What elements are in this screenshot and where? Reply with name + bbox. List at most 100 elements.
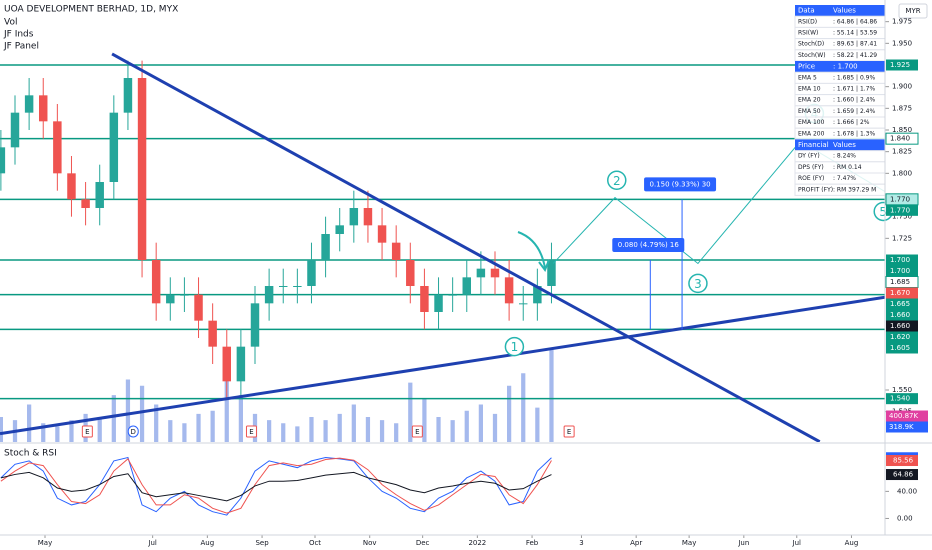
panel-cell: : 1.678 | 1.3% xyxy=(833,130,875,137)
candle-body xyxy=(476,268,486,278)
panel-cell: : 58.22 | 41.29 xyxy=(833,52,877,59)
trend-line xyxy=(0,295,885,436)
candle-body xyxy=(391,242,401,260)
volume-tag-label: 318.9K xyxy=(889,423,914,431)
event-marker xyxy=(81,425,93,438)
panel-cell: : 89.63 | 87.41 xyxy=(833,41,877,48)
y-tick-label: 1.825 xyxy=(892,148,912,156)
wave-label: 3 xyxy=(694,277,702,291)
wave-circle xyxy=(688,273,708,294)
y-tick-label: 1.975 xyxy=(892,18,912,26)
volume-tag-label: 400.87K xyxy=(889,412,918,420)
panel-cell: EMA 5 xyxy=(798,74,817,81)
volume-bar xyxy=(139,385,145,442)
panel-cell: EMA 100 xyxy=(798,119,825,126)
x-tick-label: Jul xyxy=(792,539,802,547)
volume-bar xyxy=(521,373,526,442)
x-tick-label: Jul xyxy=(147,539,157,547)
candle-body xyxy=(321,234,330,260)
price-tag xyxy=(886,393,918,405)
volume-bar xyxy=(41,423,46,442)
candle-body xyxy=(519,303,528,305)
candle-body xyxy=(490,268,500,278)
event-label: E xyxy=(85,428,89,436)
volume-bar xyxy=(492,413,498,442)
candle-body xyxy=(208,320,217,347)
candle-body xyxy=(504,277,514,304)
volume-bar xyxy=(478,404,483,442)
event-label: E xyxy=(249,428,253,436)
panel-cell: : 7.47% xyxy=(833,175,856,182)
panel-header-cell: : 1.700 xyxy=(833,63,858,71)
candle-body xyxy=(307,260,316,286)
x-tick-label: Apr xyxy=(630,539,642,547)
panel-cell: ROE (FY) xyxy=(798,175,824,182)
panel-header-cell: Values xyxy=(833,141,856,149)
volume-bar xyxy=(422,398,427,442)
price-tag xyxy=(886,309,918,321)
wave-label: 5 xyxy=(879,205,887,219)
volume-bar xyxy=(97,417,102,442)
chart-title: UOA DEVELOPMENT BERHAD, 1D, MYX xyxy=(4,5,178,15)
stoch-pane xyxy=(0,456,552,516)
candle-body xyxy=(109,112,119,182)
candle-body xyxy=(406,260,415,286)
measure-label: 0.080 (4.79%) 16 xyxy=(618,241,680,249)
y-tick-label: 1.800 xyxy=(892,169,912,177)
candle-body xyxy=(194,294,203,321)
currency[interactable]: MYR xyxy=(905,7,920,15)
price-tag xyxy=(885,132,919,145)
candle-body xyxy=(24,95,34,113)
wave-circle xyxy=(607,170,627,191)
panel-cell: Stoch(D) xyxy=(798,41,824,48)
x-tick-label: Feb xyxy=(526,539,539,547)
volume-bar xyxy=(464,410,469,442)
volume-bar xyxy=(55,426,60,442)
panel-cell: : 8.24% xyxy=(833,153,856,160)
y-tick-label: 1.900 xyxy=(892,83,912,91)
price-tag-label: 1.700 xyxy=(890,256,910,264)
candle-body xyxy=(222,346,231,382)
x-tick-label: Dec xyxy=(416,539,430,547)
candle-body xyxy=(448,294,457,296)
price-tag xyxy=(886,59,918,71)
panel-cell: : 1.685 | 0.9% xyxy=(833,74,875,81)
panel-header xyxy=(795,61,885,73)
measure-box xyxy=(644,177,717,192)
candle-body xyxy=(293,286,302,287)
volume-bar xyxy=(351,404,356,442)
candle-body xyxy=(349,208,359,226)
price-tag-label: 1.660 xyxy=(890,311,910,319)
price-tag xyxy=(886,204,918,216)
volume-bar xyxy=(309,417,314,442)
indicator: JF Panel xyxy=(3,42,39,52)
volume-bar xyxy=(394,423,399,442)
price-tag-label: 1.700 xyxy=(890,267,910,275)
volume-bar xyxy=(125,379,131,442)
x-tick-label: May xyxy=(38,539,52,547)
indicator: Vol xyxy=(4,18,17,28)
price-tag-label: 1.660 xyxy=(890,322,910,330)
event-label: E xyxy=(567,428,571,436)
candle-body xyxy=(95,182,104,208)
panel-header xyxy=(795,139,885,151)
panel-cell: DY (FY) xyxy=(798,153,820,160)
volume-bar xyxy=(168,420,173,442)
price-tag xyxy=(886,331,918,343)
candle-body xyxy=(81,199,90,208)
x-tick-label: 3 xyxy=(579,539,583,547)
x-tick-label: Nov xyxy=(363,539,377,547)
volume-bar xyxy=(154,404,159,442)
candle-body xyxy=(335,225,344,234)
currency-box[interactable] xyxy=(898,3,928,19)
stoch-tag-label: 64.86 xyxy=(893,471,914,479)
candle-body xyxy=(0,147,6,174)
panel-cell: : 55.14 | 53.59 xyxy=(833,30,877,37)
panel-cell: EMA 200 xyxy=(798,130,825,137)
event-marker xyxy=(245,425,257,438)
y-tick-label: 1.550 xyxy=(892,386,912,394)
candle-body xyxy=(137,78,147,260)
x-tick-label: Sep xyxy=(255,539,269,547)
stoch-title: Stoch & RSI xyxy=(4,449,57,459)
wave-label: 1 xyxy=(511,340,519,354)
